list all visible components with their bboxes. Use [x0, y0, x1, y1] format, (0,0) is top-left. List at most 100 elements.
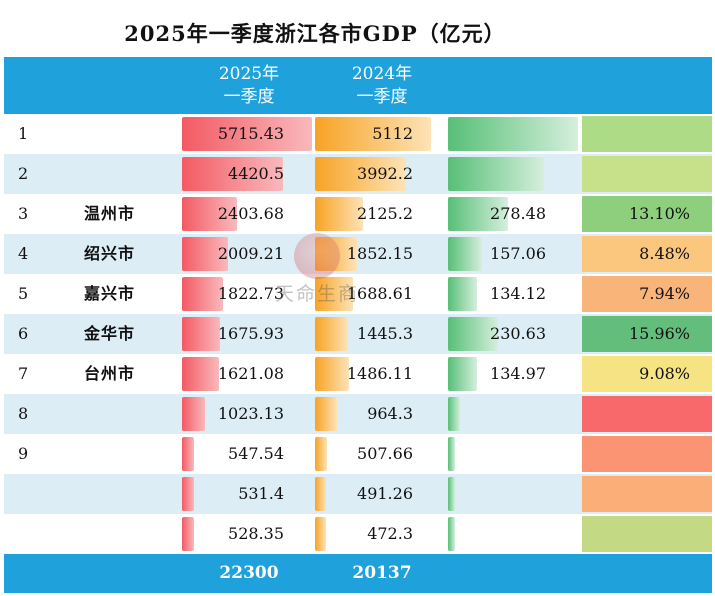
value-increase	[450, 114, 546, 154]
value-2025: 2009.21	[217, 244, 284, 263]
table-row: 7 台州市 1621.08 1486.11 134.97 9.08%	[4, 354, 712, 394]
growth-rate-cell	[582, 516, 712, 552]
header-2024: 2024年 一季度	[317, 63, 447, 109]
rank-cell: 6	[18, 324, 29, 343]
city-cell	[84, 514, 184, 554]
table-row: 2 4420.5 3992.2	[4, 154, 712, 194]
value-increase	[450, 434, 546, 474]
rank-cell: 3	[18, 204, 29, 223]
city-cell	[84, 394, 184, 434]
growth-rate-cell	[582, 436, 712, 472]
table-row: 531.4 491.26	[4, 474, 712, 514]
city-cell	[84, 114, 184, 154]
header-2025-quarter: 一季度	[223, 87, 275, 107]
total-2025: 22300	[219, 563, 279, 583]
value-increase: 278.48	[490, 204, 546, 223]
growth-rate-cell	[582, 476, 712, 512]
bar-increase	[448, 117, 578, 151]
value-2024: 964.3	[367, 404, 413, 423]
page-title: 2025年一季度浙江各市GDP（亿元）	[124, 21, 506, 46]
value-2024: 507.66	[357, 444, 413, 463]
bar-increase	[448, 357, 478, 391]
city-cell: 绍兴市	[84, 244, 136, 263]
table-row: 1 5715.43 5112	[4, 114, 712, 154]
bar-2024	[315, 317, 348, 351]
value-2024: 3992.2	[357, 164, 413, 183]
table-footer: 22300 20137	[4, 554, 712, 593]
bar-2025	[182, 397, 206, 431]
bar-2025	[182, 357, 219, 391]
bar-2024	[315, 357, 349, 391]
value-2025: 1675.93	[217, 324, 284, 343]
bar-2025	[182, 517, 195, 551]
bar-increase	[448, 197, 509, 231]
bar-increase	[448, 157, 544, 191]
gdp-table: 2025年 一季度 2024年 一季度 1 5715.43 5112 2 4420.5 3…	[4, 57, 712, 593]
bar-2025	[182, 237, 228, 271]
table-row: 9 547.54 507.66	[4, 434, 712, 474]
growth-rate-cell	[582, 396, 712, 432]
watermark: 天命生商	[262, 233, 372, 333]
value-2024: 491.26	[357, 484, 413, 503]
bar-2024	[315, 437, 327, 471]
rank-cell	[18, 474, 48, 514]
header-2024-year: 2024年	[351, 64, 413, 84]
value-2025: 1822.73	[217, 284, 284, 303]
rank-cell: 1	[18, 124, 29, 143]
growth-rate-cell: 9.08%	[582, 356, 712, 392]
bar-increase	[448, 317, 498, 351]
city-cell: 台州市	[84, 364, 136, 383]
value-2024: 1445.3	[357, 324, 413, 343]
bar-2024	[315, 157, 406, 191]
value-2025: 1023.13	[217, 404, 284, 423]
table-header: 2025年 一季度 2024年 一季度	[4, 57, 712, 114]
growth-rate-cell: 13.10%	[582, 196, 712, 232]
value-2024: 1688.61	[346, 284, 413, 303]
value-increase: 134.97	[490, 364, 546, 383]
growth-rate-cell: 7.94%	[582, 276, 712, 312]
city-cell	[84, 434, 184, 474]
city-cell	[84, 474, 184, 514]
value-2025: 1621.08	[217, 364, 284, 383]
value-2025: 4420.5	[228, 164, 284, 183]
bar-increase	[448, 277, 478, 311]
value-increase	[450, 154, 546, 194]
value-2025: 531.4	[238, 484, 284, 503]
rank-cell: 2	[18, 164, 29, 183]
phoenix-logo-icon	[294, 233, 340, 279]
bar-2025	[182, 437, 195, 471]
bar-increase	[448, 237, 483, 271]
table-row: 3 温州市 2403.68 2125.2 278.48 13.10%	[4, 194, 712, 234]
value-increase: 157.06	[490, 244, 546, 263]
bar-2025	[182, 197, 237, 231]
bar-2024	[315, 277, 354, 311]
bar-increase	[448, 437, 455, 471]
watermark-text: 天命生商	[274, 283, 359, 305]
rank-cell: 9	[18, 444, 29, 463]
bar-2025	[182, 117, 312, 151]
bar-increase	[448, 517, 455, 551]
rank-cell: 7	[18, 364, 29, 383]
value-increase	[450, 514, 546, 554]
bar-2024	[315, 517, 326, 551]
growth-rate-cell: 15.96%	[582, 316, 712, 352]
table-row: 528.35 472.3	[4, 514, 712, 554]
header-2025-year: 2025年	[218, 64, 280, 84]
rank-cell: 8	[18, 404, 29, 423]
value-increase	[450, 474, 546, 514]
value-2025: 547.54	[228, 444, 284, 463]
bar-2024	[315, 197, 364, 231]
bar-2025	[182, 317, 221, 351]
value-2024: 2125.2	[357, 204, 413, 223]
bar-2024	[315, 477, 327, 511]
city-cell: 金华市	[84, 324, 136, 343]
value-2025: 528.35	[228, 524, 284, 543]
bar-2025	[182, 277, 224, 311]
value-2024: 472.3	[367, 524, 413, 543]
value-2024: 1852.15	[346, 244, 413, 263]
value-2025: 2403.68	[217, 204, 284, 223]
bar-2025	[182, 477, 195, 511]
table-row: 6 金华市 1675.93 1445.3 230.63 15.96%	[4, 314, 712, 354]
growth-rate-cell	[582, 116, 712, 152]
value-increase: 230.63	[490, 324, 546, 343]
